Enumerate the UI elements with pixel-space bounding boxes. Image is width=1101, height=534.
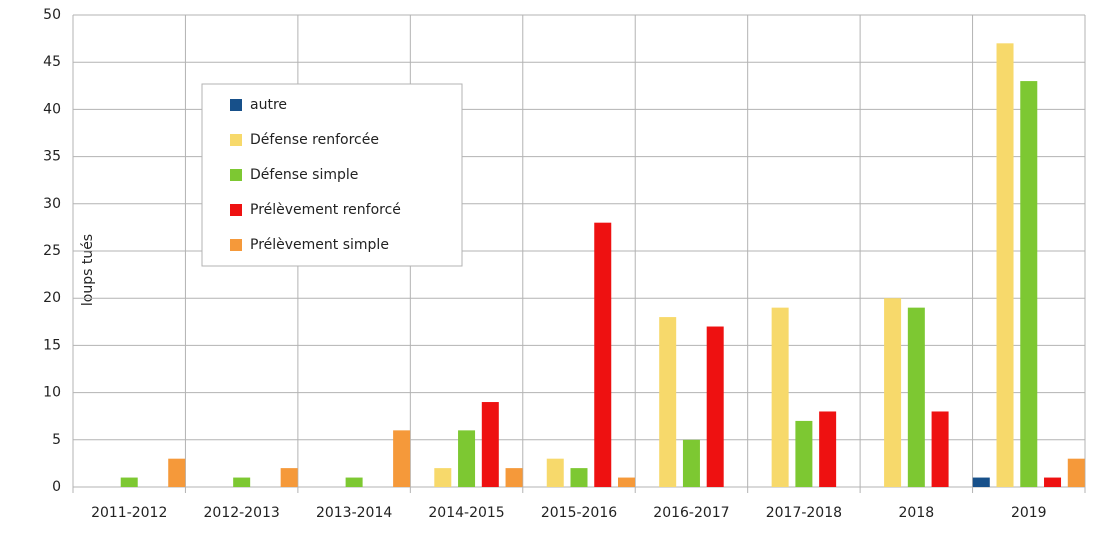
y-tick-label: 50 — [43, 7, 61, 23]
legend-swatch — [230, 169, 242, 181]
x-tick-label: 2014-2015 — [428, 505, 504, 521]
bar — [1020, 81, 1038, 487]
x-tick-label: 2013-2014 — [316, 505, 392, 521]
bar — [682, 439, 700, 487]
x-tick-label: 2016-2017 — [653, 505, 729, 521]
legend-swatch — [230, 239, 242, 251]
y-tick-label: 10 — [43, 385, 61, 401]
bar — [434, 468, 452, 487]
y-tick-label: 0 — [52, 479, 61, 495]
bar — [546, 458, 564, 487]
y-tick-label: 45 — [43, 54, 61, 70]
bar — [570, 468, 588, 487]
bar — [907, 307, 925, 487]
bar — [659, 317, 677, 487]
legend-label: Prélèvement simple — [250, 237, 389, 253]
bar — [795, 420, 813, 487]
x-tick-label: 2015-2016 — [541, 505, 617, 521]
bar — [505, 468, 523, 487]
bar — [706, 326, 724, 487]
y-tick-label: 15 — [43, 337, 61, 353]
bar — [819, 411, 837, 487]
y-tick-label: 5 — [52, 432, 61, 448]
y-tick-label: 40 — [43, 101, 61, 117]
bar — [594, 222, 612, 487]
bar — [884, 298, 902, 487]
bar — [393, 430, 411, 487]
bar — [972, 477, 990, 487]
bar — [618, 477, 635, 487]
x-tick-label: 2012-2013 — [204, 505, 280, 521]
y-tick-label: 25 — [43, 243, 61, 259]
legend-label: autre — [250, 97, 287, 113]
y-axis-label: loups tués — [80, 234, 96, 306]
bar — [481, 402, 499, 487]
x-tick-label: 2019 — [1011, 505, 1047, 521]
legend-swatch — [230, 204, 242, 216]
legend: autre Défense renforcée Défense simple Prél… — [201, 83, 463, 267]
x-tick-label: 2011-2012 — [91, 505, 167, 521]
y-tick-label: 20 — [43, 290, 61, 306]
legend-box — [201, 83, 463, 267]
bar — [120, 477, 138, 487]
legend-label: Prélèvement renforcé — [250, 202, 401, 218]
bar — [996, 43, 1014, 487]
legend-swatch — [230, 99, 242, 111]
bar — [458, 430, 476, 487]
bar — [280, 468, 298, 487]
x-tick-label: 2017-2018 — [766, 505, 842, 521]
y-tick-label: 30 — [43, 196, 61, 212]
bar — [168, 458, 186, 487]
y-tick-label: 35 — [43, 149, 61, 165]
bar — [771, 307, 789, 487]
bar — [931, 411, 949, 487]
bar — [233, 477, 251, 487]
x-tick-label: 2018 — [899, 505, 935, 521]
legend-label: Défense simple — [250, 167, 358, 183]
bar — [1067, 458, 1085, 487]
bar — [345, 477, 363, 487]
legend-label: Défense renforcée — [250, 132, 379, 148]
legend-swatch — [230, 134, 242, 146]
bar — [1044, 477, 1062, 487]
